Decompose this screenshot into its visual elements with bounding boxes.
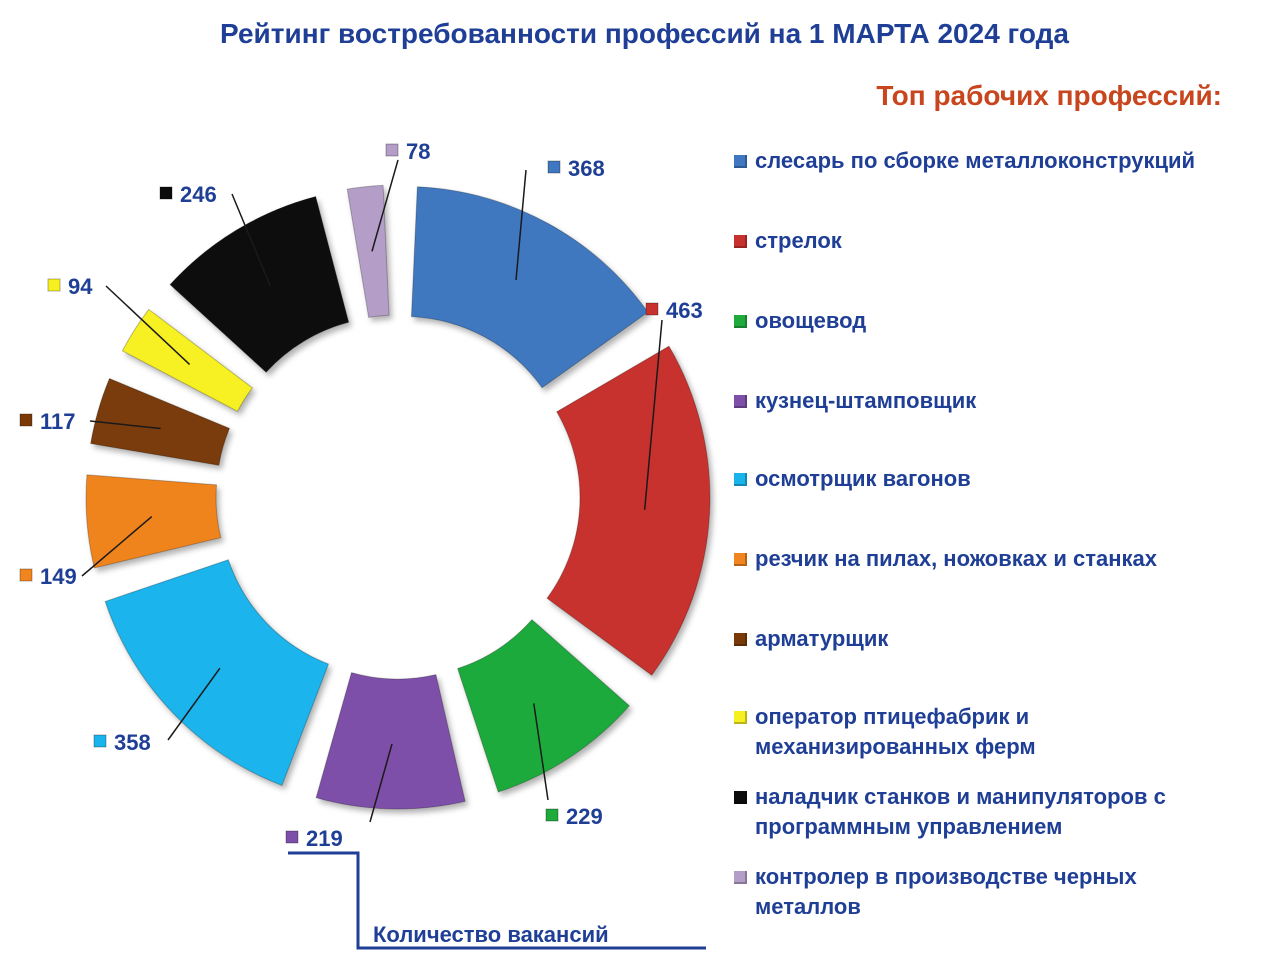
data-label-marker xyxy=(285,830,299,844)
data-label-marker xyxy=(47,278,61,292)
leader-line xyxy=(105,285,191,365)
legend-swatch xyxy=(734,711,747,724)
legend-swatch xyxy=(734,473,747,486)
data-label: 463 xyxy=(666,298,703,323)
legend-item: арматурщик xyxy=(734,626,888,654)
vacancies-note: Количество вакансий xyxy=(373,922,609,947)
leader-line xyxy=(371,159,399,252)
legend-label: арматурщик xyxy=(755,626,889,651)
legend-item: осмотрщик вагонов xyxy=(734,466,971,494)
donut-slice xyxy=(410,186,649,389)
leader-line xyxy=(231,193,271,286)
data-label: 78 xyxy=(406,139,430,164)
data-label-marker xyxy=(545,808,559,822)
legend-label: стрелок xyxy=(755,228,842,253)
donut-slice xyxy=(346,184,390,318)
leader-line xyxy=(515,169,527,281)
legend-title: Топ рабочих профессий: xyxy=(876,80,1222,111)
data-label: 229 xyxy=(566,804,603,829)
leader-line xyxy=(89,420,161,430)
donut-slice xyxy=(315,671,466,810)
data-label: 246 xyxy=(180,182,217,207)
leader-line xyxy=(643,319,663,510)
legend-label: осмотрщик вагонов xyxy=(755,466,971,491)
legend-label: наладчик станков и манипуляторов с прогр… xyxy=(755,784,1166,839)
data-label: 117 xyxy=(40,409,76,434)
donut-slice xyxy=(85,474,222,569)
donut-slice xyxy=(457,618,631,793)
legend-item: контролер в производстве черных металлов xyxy=(734,864,1235,922)
legend-item: наладчик станков и манипуляторов с прогр… xyxy=(734,784,1235,842)
data-label-marker xyxy=(93,734,107,748)
legend-swatch xyxy=(734,155,747,168)
legend-swatch xyxy=(734,315,747,328)
legend-item: оператор птицефабрик и механизированных … xyxy=(734,704,1235,762)
legend-label: овощевод xyxy=(755,308,867,333)
data-label-marker xyxy=(645,302,659,316)
legend-item: овощевод xyxy=(734,308,866,336)
legend-item: резчик на пилах, ножовках и станках xyxy=(734,546,1157,574)
data-label-marker xyxy=(19,413,33,427)
axis-note-bracket xyxy=(288,851,706,950)
legend-label: оператор птицефабрик и механизированных … xyxy=(755,704,1036,759)
legend-item: стрелок xyxy=(734,228,842,256)
data-label: 149 xyxy=(40,564,77,589)
legend-label: резчик на пилах, ножовках и станках xyxy=(755,546,1158,571)
donut-slice xyxy=(546,345,711,676)
data-label-marker xyxy=(385,143,399,157)
data-label-marker xyxy=(547,160,561,174)
leader-line xyxy=(81,515,153,577)
legend-swatch xyxy=(734,395,747,408)
donut-slice xyxy=(90,377,231,466)
leader-line xyxy=(167,667,221,741)
legend-item: кузнец-штамповщик xyxy=(734,388,976,416)
donut-slice xyxy=(169,195,350,373)
data-label-marker xyxy=(19,568,33,582)
legend-label: контролер в производстве черных металлов xyxy=(755,864,1137,919)
legend-swatch xyxy=(734,791,747,804)
legend-swatch xyxy=(734,235,747,248)
chart-title: Рейтинг востребованности профессий на 1 … xyxy=(220,18,1069,49)
data-label: 358 xyxy=(114,730,151,755)
donut-slice xyxy=(121,308,254,413)
legend-label: слесарь по сборке металлоконструкций xyxy=(755,148,1196,173)
leader-line xyxy=(533,703,549,801)
legend-swatch xyxy=(734,633,747,646)
legend-swatch xyxy=(734,553,747,566)
data-label: 368 xyxy=(568,156,605,181)
legend-label: кузнец-штамповщик xyxy=(755,388,977,413)
data-label: 94 xyxy=(68,274,93,299)
data-label: 219 xyxy=(306,826,343,851)
legend-item: слесарь по сборке металлоконструкций xyxy=(734,148,1195,176)
data-label-marker xyxy=(159,186,173,200)
legend-swatch xyxy=(734,871,747,884)
leader-line xyxy=(369,743,393,823)
